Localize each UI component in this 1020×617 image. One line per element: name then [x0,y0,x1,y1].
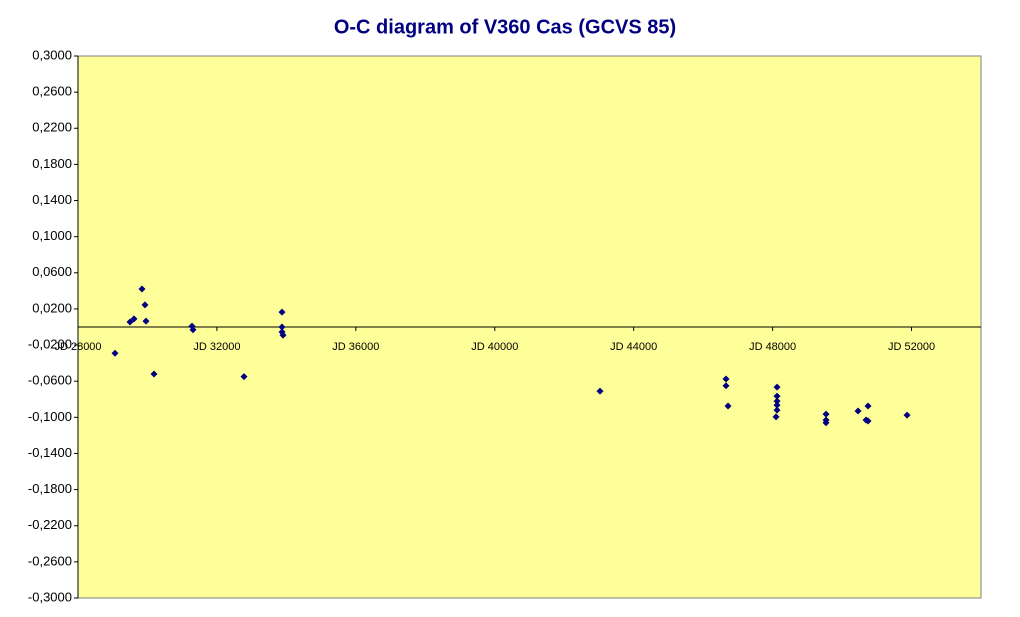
point [822,410,830,418]
x-tick-label: JD 36000 [332,341,379,353]
point [773,383,781,391]
point [773,401,781,409]
point [864,417,872,425]
y-tick-label: 0,0200 [32,300,72,315]
y-tick-label: -0,2600 [28,553,72,568]
point [279,331,287,339]
point [141,301,149,309]
point [142,317,150,325]
point [130,315,138,323]
point [240,373,248,381]
x-tick-label: JD 40000 [471,341,518,353]
y-tick-label: 0,1400 [32,192,72,207]
y-tick-label: -0,2200 [28,517,72,532]
y-tick-label: 0,1000 [32,228,72,243]
x-tick-label: JD 32000 [193,341,240,353]
point [903,411,911,419]
point [773,392,781,400]
point [854,407,862,415]
x-tick-label: JD 52000 [888,341,935,353]
point [724,402,732,410]
x-tick-label: JD 48000 [749,341,796,353]
point [772,413,780,421]
y-tick-label: -0,1000 [28,409,72,424]
y-tick-label: 0,2200 [32,120,72,135]
point [111,349,119,357]
point [822,419,830,427]
point [722,382,730,390]
point [596,387,604,395]
x-tick-label: JD 44000 [610,341,657,353]
point [773,397,781,405]
point [126,318,134,326]
y-tick-label: 0,0600 [32,264,72,279]
chart-title: O-C diagram of V360 Cas (GCVS 85) [334,16,676,38]
y-tick-label: 0,2600 [32,84,72,99]
point [138,285,146,293]
point [278,323,286,331]
y-tick-label: -0,0600 [28,373,72,388]
y-tick-label: 0,3000 [32,47,72,62]
y-tick-label: -0,0200 [28,337,72,352]
y-tick-label: 0,1800 [32,156,72,171]
point [773,406,781,414]
point [150,370,158,378]
point [189,326,197,334]
y-tick-label: -0,3000 [28,589,72,604]
y-tick-label: -0,1800 [28,481,72,496]
point [278,308,286,316]
x-tick-label: JD 28000 [54,341,101,353]
point [864,402,872,410]
point [722,375,730,383]
y-tick-label: -0,1400 [28,445,72,460]
